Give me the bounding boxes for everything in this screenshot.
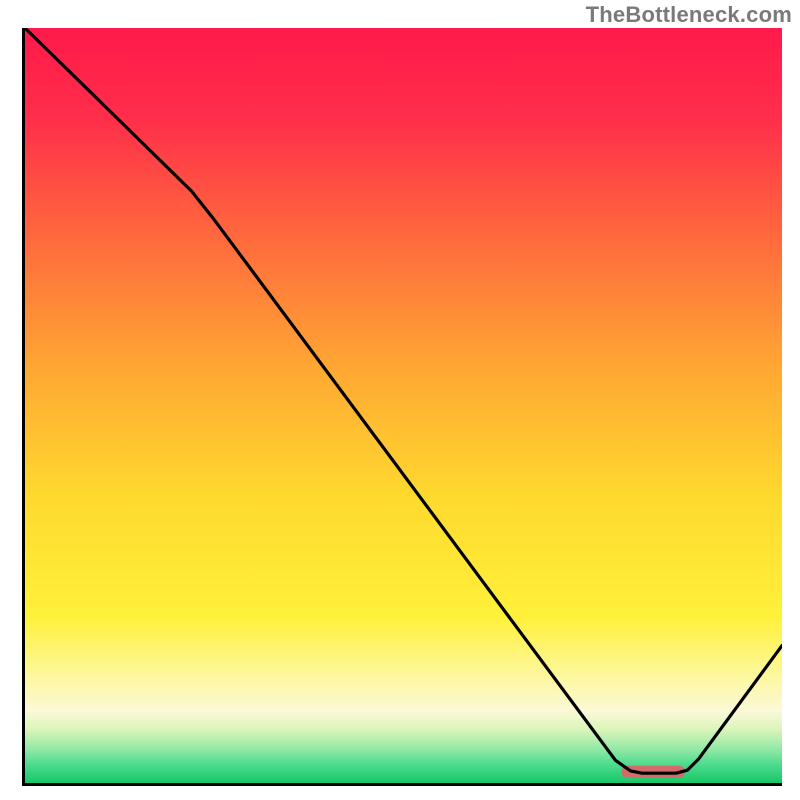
watermark-text: TheBottleneck.com [586,2,792,28]
plot-area [22,28,782,786]
performance-curve [25,28,782,773]
chart-svg [25,28,782,783]
chart-container: TheBottleneck.com [0,0,800,800]
